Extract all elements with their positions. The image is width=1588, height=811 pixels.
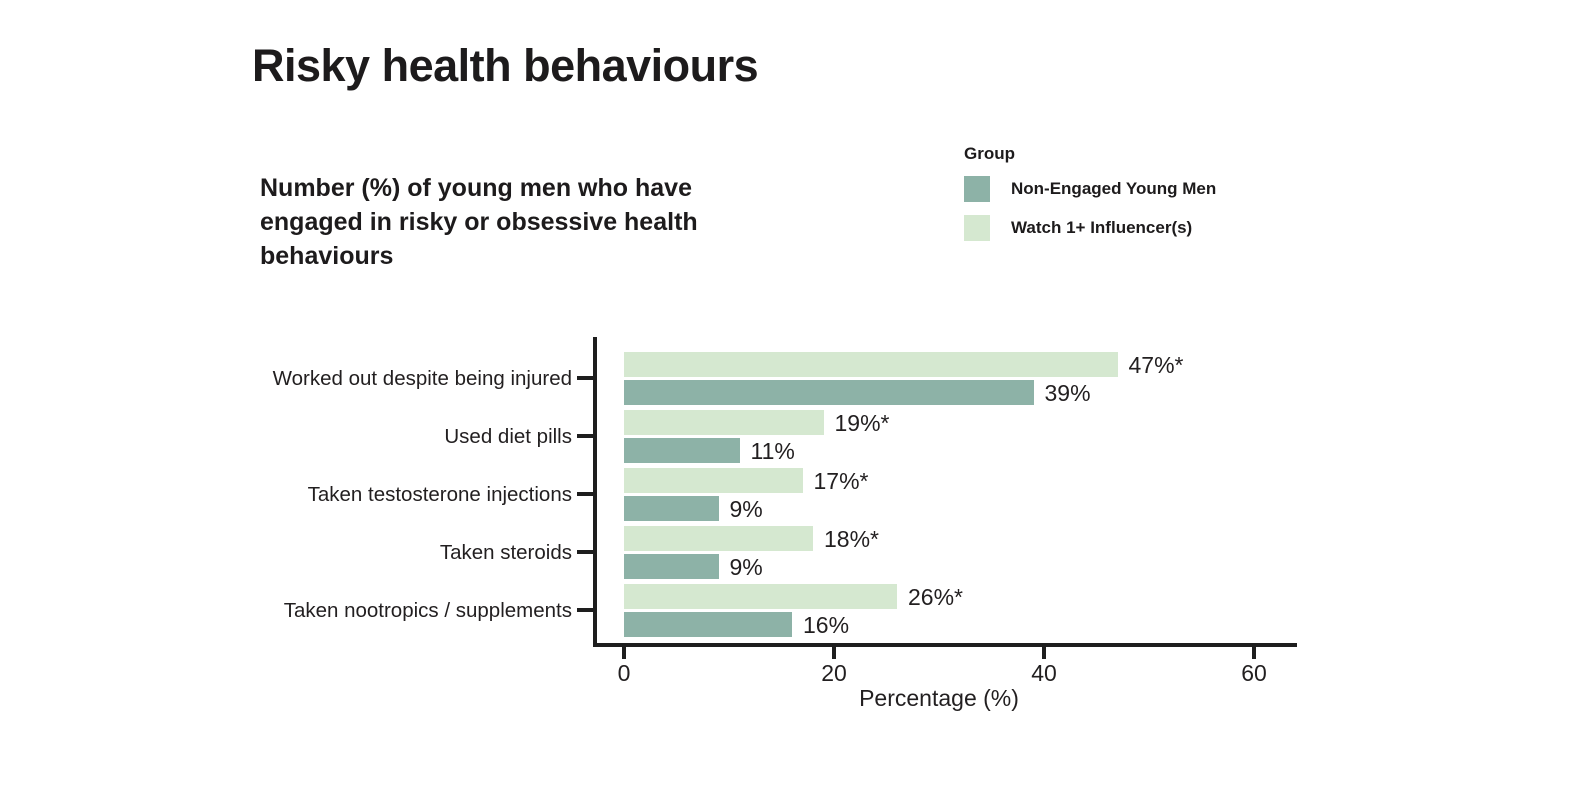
bar-non-engaged [624, 379, 1034, 405]
bar-value-label: 11% [750, 437, 795, 464]
x-axis-tick [832, 647, 836, 659]
x-axis-tick [1042, 647, 1046, 659]
y-axis-tick [577, 608, 593, 612]
bar-value-label: 47%* [1128, 351, 1184, 378]
y-axis-tick [577, 492, 593, 496]
page-title: Risky health behaviours [252, 40, 759, 91]
legend: Group Non-Engaged Young Men Watch 1+ Inf… [964, 144, 1216, 254]
category-label: Taken testosterone injections [307, 482, 572, 506]
legend-item-influencers: Watch 1+ Influencer(s) [964, 215, 1216, 241]
x-axis-tick [1252, 647, 1256, 659]
bar-influencers [624, 351, 1118, 377]
category-label: Taken steroids [439, 540, 572, 564]
bar-value-label: 19%* [834, 409, 890, 436]
y-axis-tick [577, 376, 593, 380]
bar-influencers [624, 467, 803, 493]
x-axis-tick-label: 60 [1241, 660, 1267, 686]
bar-value-label: 26%* [908, 583, 963, 610]
bar-value-label: 17%* [813, 467, 869, 494]
bar-influencers [624, 583, 897, 609]
bar-non-engaged [624, 437, 740, 463]
category-label: Taken nootropics / supplements [283, 598, 572, 622]
bar-value-label: 9% [729, 495, 763, 522]
x-axis-tick-label: 40 [1031, 660, 1057, 686]
bar-value-label: 9% [729, 553, 763, 580]
x-axis-title: Percentage (%) [859, 685, 1019, 711]
bar-influencers [624, 525, 813, 551]
legend-item-label: Watch 1+ Influencer(s) [1011, 218, 1193, 237]
chart-subtitle: Number (%) of young men who have engaged… [260, 174, 698, 270]
y-axis-tick [577, 434, 593, 438]
x-axis-tick-label: 20 [821, 660, 847, 686]
y-axis-tick [577, 550, 593, 554]
legend-item-non-engaged: Non-Engaged Young Men [964, 176, 1216, 202]
legend-item-label: Non-Engaged Young Men [1011, 179, 1217, 198]
x-axis-tick [622, 647, 626, 659]
category-label: Worked out despite being injured [272, 366, 572, 390]
category-label: Used diet pills [444, 424, 572, 448]
bar-value-label: 39% [1044, 379, 1091, 406]
bar-non-engaged [624, 553, 719, 579]
bar-non-engaged [624, 495, 719, 521]
legend-swatch-dark-green [964, 176, 990, 202]
bar-value-label: 18%* [824, 525, 879, 552]
bar-value-label: 16% [803, 611, 850, 638]
bar-influencers [624, 409, 824, 435]
legend-swatch-light-green [964, 215, 990, 241]
x-axis-tick-label: 0 [617, 660, 631, 686]
x-axis-line [593, 643, 1297, 647]
legend-title: Group [964, 144, 1015, 163]
y-axis-line [593, 337, 597, 647]
bar-non-engaged [624, 611, 792, 637]
